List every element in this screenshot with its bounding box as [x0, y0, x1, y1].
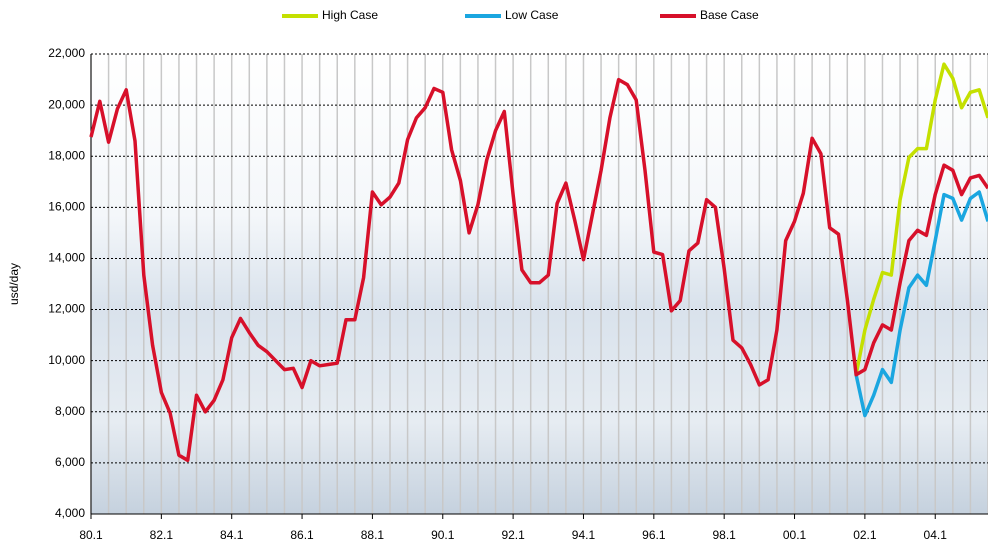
y-tick-label: 16,000: [48, 200, 85, 214]
x-tick-label: 94.1: [572, 528, 596, 542]
x-tick-label: 80.1: [79, 528, 103, 542]
y-tick-label: 8,000: [55, 404, 85, 418]
y-tick-label: 20,000: [48, 97, 85, 111]
x-tick-label: 88.1: [361, 528, 385, 542]
y-tick-label: 22,000: [48, 46, 85, 60]
y-tick-label: 18,000: [48, 148, 85, 162]
y-tick-label: 4,000: [55, 506, 85, 520]
x-tick-label: 82.1: [150, 528, 174, 542]
legend-label: High Case: [322, 8, 378, 22]
series-line: [854, 190, 988, 418]
x-tick-label: 98.1: [712, 528, 736, 542]
y-tick-label: 10,000: [48, 353, 85, 367]
legend-label: Base Case: [700, 8, 759, 22]
x-tick-label: 84.1: [220, 528, 244, 542]
y-tick-label: 14,000: [48, 251, 85, 265]
series-line: [854, 62, 988, 376]
x-tick-label: 86.1: [290, 528, 314, 542]
y-axis-label: usd/day: [7, 263, 21, 305]
series-line: [89, 77, 988, 463]
y-tick-label: 6,000: [55, 455, 85, 469]
x-tick-label: 92.1: [501, 528, 525, 542]
x-tick-label: 00.1: [783, 528, 807, 542]
x-tick-label: 02.1: [853, 528, 877, 542]
x-tick-label: 90.1: [431, 528, 455, 542]
y-tick-label: 12,000: [48, 302, 85, 316]
x-tick-label: 04.1: [924, 528, 948, 542]
x-tick-label: 96.1: [642, 528, 666, 542]
legend-label: Low Case: [505, 8, 559, 22]
